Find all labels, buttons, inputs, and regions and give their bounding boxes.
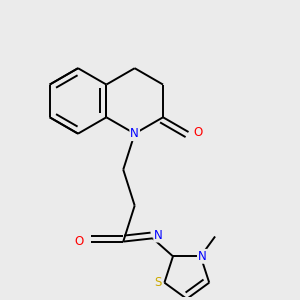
Text: S: S [154, 276, 162, 289]
Text: N: N [198, 250, 207, 263]
Text: N: N [130, 127, 139, 140]
Text: N: N [154, 229, 163, 242]
Text: O: O [74, 235, 84, 248]
Text: O: O [193, 125, 202, 139]
